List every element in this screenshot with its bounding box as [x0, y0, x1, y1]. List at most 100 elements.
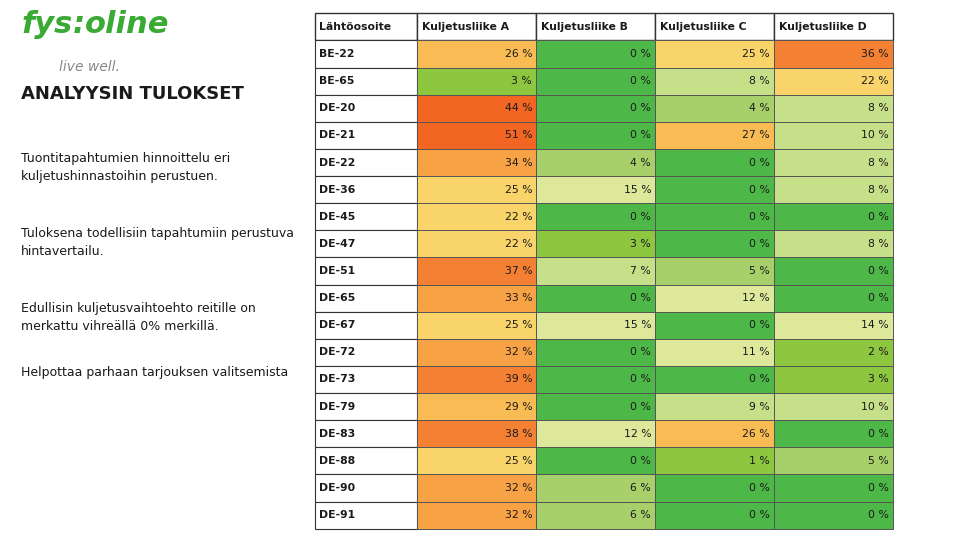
Text: 0 %: 0 %	[630, 212, 651, 222]
Bar	[536, 285, 655, 312]
Text: 14 %: 14 %	[861, 320, 889, 330]
Bar	[315, 13, 417, 41]
Text: ANALYYSIN TULOKSET: ANALYYSIN TULOKSET	[21, 85, 244, 104]
Bar	[536, 420, 655, 447]
Bar	[417, 501, 536, 529]
Text: 26 %: 26 %	[504, 49, 532, 59]
Text: 8 %: 8 %	[868, 103, 889, 113]
Bar	[417, 149, 536, 176]
Text: DE-91: DE-91	[319, 510, 356, 520]
Text: 0 %: 0 %	[749, 483, 770, 493]
Bar	[774, 95, 893, 122]
Bar	[655, 13, 774, 41]
Bar	[774, 122, 893, 149]
Bar	[536, 149, 655, 176]
Text: 6 %: 6 %	[630, 510, 651, 520]
Bar	[417, 13, 536, 41]
Text: 10 %: 10 %	[861, 402, 889, 412]
Text: 39 %: 39 %	[504, 374, 532, 384]
Bar	[774, 203, 893, 230]
Bar	[536, 176, 655, 203]
Bar	[655, 366, 774, 393]
Bar	[655, 95, 774, 122]
Bar	[315, 312, 417, 339]
Text: Tuloksena todellisiin tapahtumiin perustuva
hintavertailu.: Tuloksena todellisiin tapahtumiin perust…	[21, 227, 294, 258]
Bar	[417, 122, 536, 149]
Text: DE-65: DE-65	[319, 293, 356, 303]
Bar	[655, 447, 774, 474]
Text: 15 %: 15 %	[623, 320, 651, 330]
Bar	[536, 257, 655, 285]
Bar	[774, 149, 893, 176]
Bar	[417, 339, 536, 366]
Text: 0 %: 0 %	[630, 49, 651, 59]
Text: 5 %: 5 %	[868, 456, 889, 466]
Bar	[417, 366, 536, 393]
Bar	[417, 474, 536, 501]
Bar	[536, 393, 655, 420]
Bar	[315, 285, 417, 312]
Text: DE-36: DE-36	[319, 185, 356, 194]
Text: 0 %: 0 %	[749, 320, 770, 330]
Bar	[315, 176, 417, 203]
Bar	[655, 501, 774, 529]
Bar	[536, 41, 655, 68]
Text: 0 %: 0 %	[630, 456, 651, 466]
Bar	[417, 68, 536, 95]
Bar	[655, 149, 774, 176]
Bar	[315, 474, 417, 501]
Bar	[536, 95, 655, 122]
Text: 8 %: 8 %	[868, 158, 889, 168]
Text: 32 %: 32 %	[504, 483, 532, 493]
Text: 32 %: 32 %	[504, 348, 532, 357]
Bar	[315, 122, 417, 149]
Bar	[536, 447, 655, 474]
Bar	[417, 393, 536, 420]
Text: 0 %: 0 %	[868, 266, 889, 276]
Text: Kuljetusliike D: Kuljetusliike D	[779, 22, 867, 32]
Text: DE-51: DE-51	[319, 266, 356, 276]
Text: 0 %: 0 %	[868, 212, 889, 222]
Text: 8 %: 8 %	[868, 239, 889, 249]
Bar	[655, 41, 774, 68]
Text: DE-90: DE-90	[319, 483, 356, 493]
Bar	[655, 420, 774, 447]
Text: Kuljetusliike C: Kuljetusliike C	[660, 22, 746, 32]
Text: BE-22: BE-22	[319, 49, 355, 59]
Text: DE-88: DE-88	[319, 456, 356, 466]
Bar	[315, 339, 417, 366]
Bar	[536, 203, 655, 230]
Text: 8 %: 8 %	[749, 76, 770, 86]
Bar	[774, 312, 893, 339]
Text: 0 %: 0 %	[749, 158, 770, 168]
Text: 4 %: 4 %	[630, 158, 651, 168]
Bar	[774, 339, 893, 366]
Bar	[315, 230, 417, 257]
Bar	[315, 95, 417, 122]
Bar	[536, 339, 655, 366]
Text: 8 %: 8 %	[868, 185, 889, 194]
Text: Lähtöosoite: Lähtöosoite	[319, 22, 391, 32]
Text: 0 %: 0 %	[630, 130, 651, 140]
Text: 25 %: 25 %	[504, 456, 532, 466]
Bar	[315, 447, 417, 474]
Bar	[655, 474, 774, 501]
Bar	[774, 230, 893, 257]
Bar	[417, 257, 536, 285]
Text: 4 %: 4 %	[749, 103, 770, 113]
Bar	[774, 474, 893, 501]
Text: DE-22: DE-22	[319, 158, 356, 168]
Bar	[417, 230, 536, 257]
Text: 0 %: 0 %	[868, 293, 889, 303]
Text: 33 %: 33 %	[504, 293, 532, 303]
Text: DE-21: DE-21	[319, 130, 356, 140]
Bar	[655, 257, 774, 285]
Bar	[774, 257, 893, 285]
Text: 27 %: 27 %	[742, 130, 770, 140]
Bar	[315, 366, 417, 393]
Bar	[774, 366, 893, 393]
Text: 2 %: 2 %	[868, 348, 889, 357]
Text: 7 %: 7 %	[630, 266, 651, 276]
Bar	[655, 339, 774, 366]
Bar	[417, 41, 536, 68]
